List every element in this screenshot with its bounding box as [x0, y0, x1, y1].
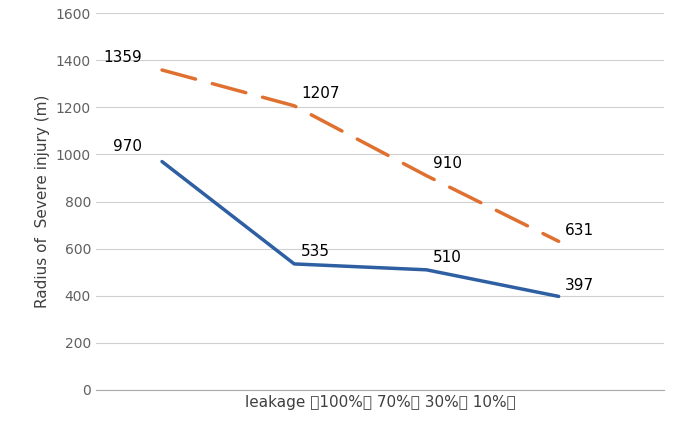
- Y-axis label: Radius of  Severe injury (m): Radius of Severe injury (m): [35, 95, 50, 308]
- Text: 535: 535: [301, 244, 330, 259]
- Text: 970: 970: [113, 140, 142, 155]
- Text: 510: 510: [433, 250, 462, 265]
- Text: 1207: 1207: [301, 86, 339, 101]
- Text: 910: 910: [433, 156, 462, 171]
- Text: 1359: 1359: [103, 51, 142, 65]
- Text: 397: 397: [565, 278, 595, 293]
- X-axis label: leakage （100%、 70%、 30%、 10%）: leakage （100%、 70%、 30%、 10%）: [245, 396, 516, 410]
- Text: 631: 631: [565, 223, 595, 238]
